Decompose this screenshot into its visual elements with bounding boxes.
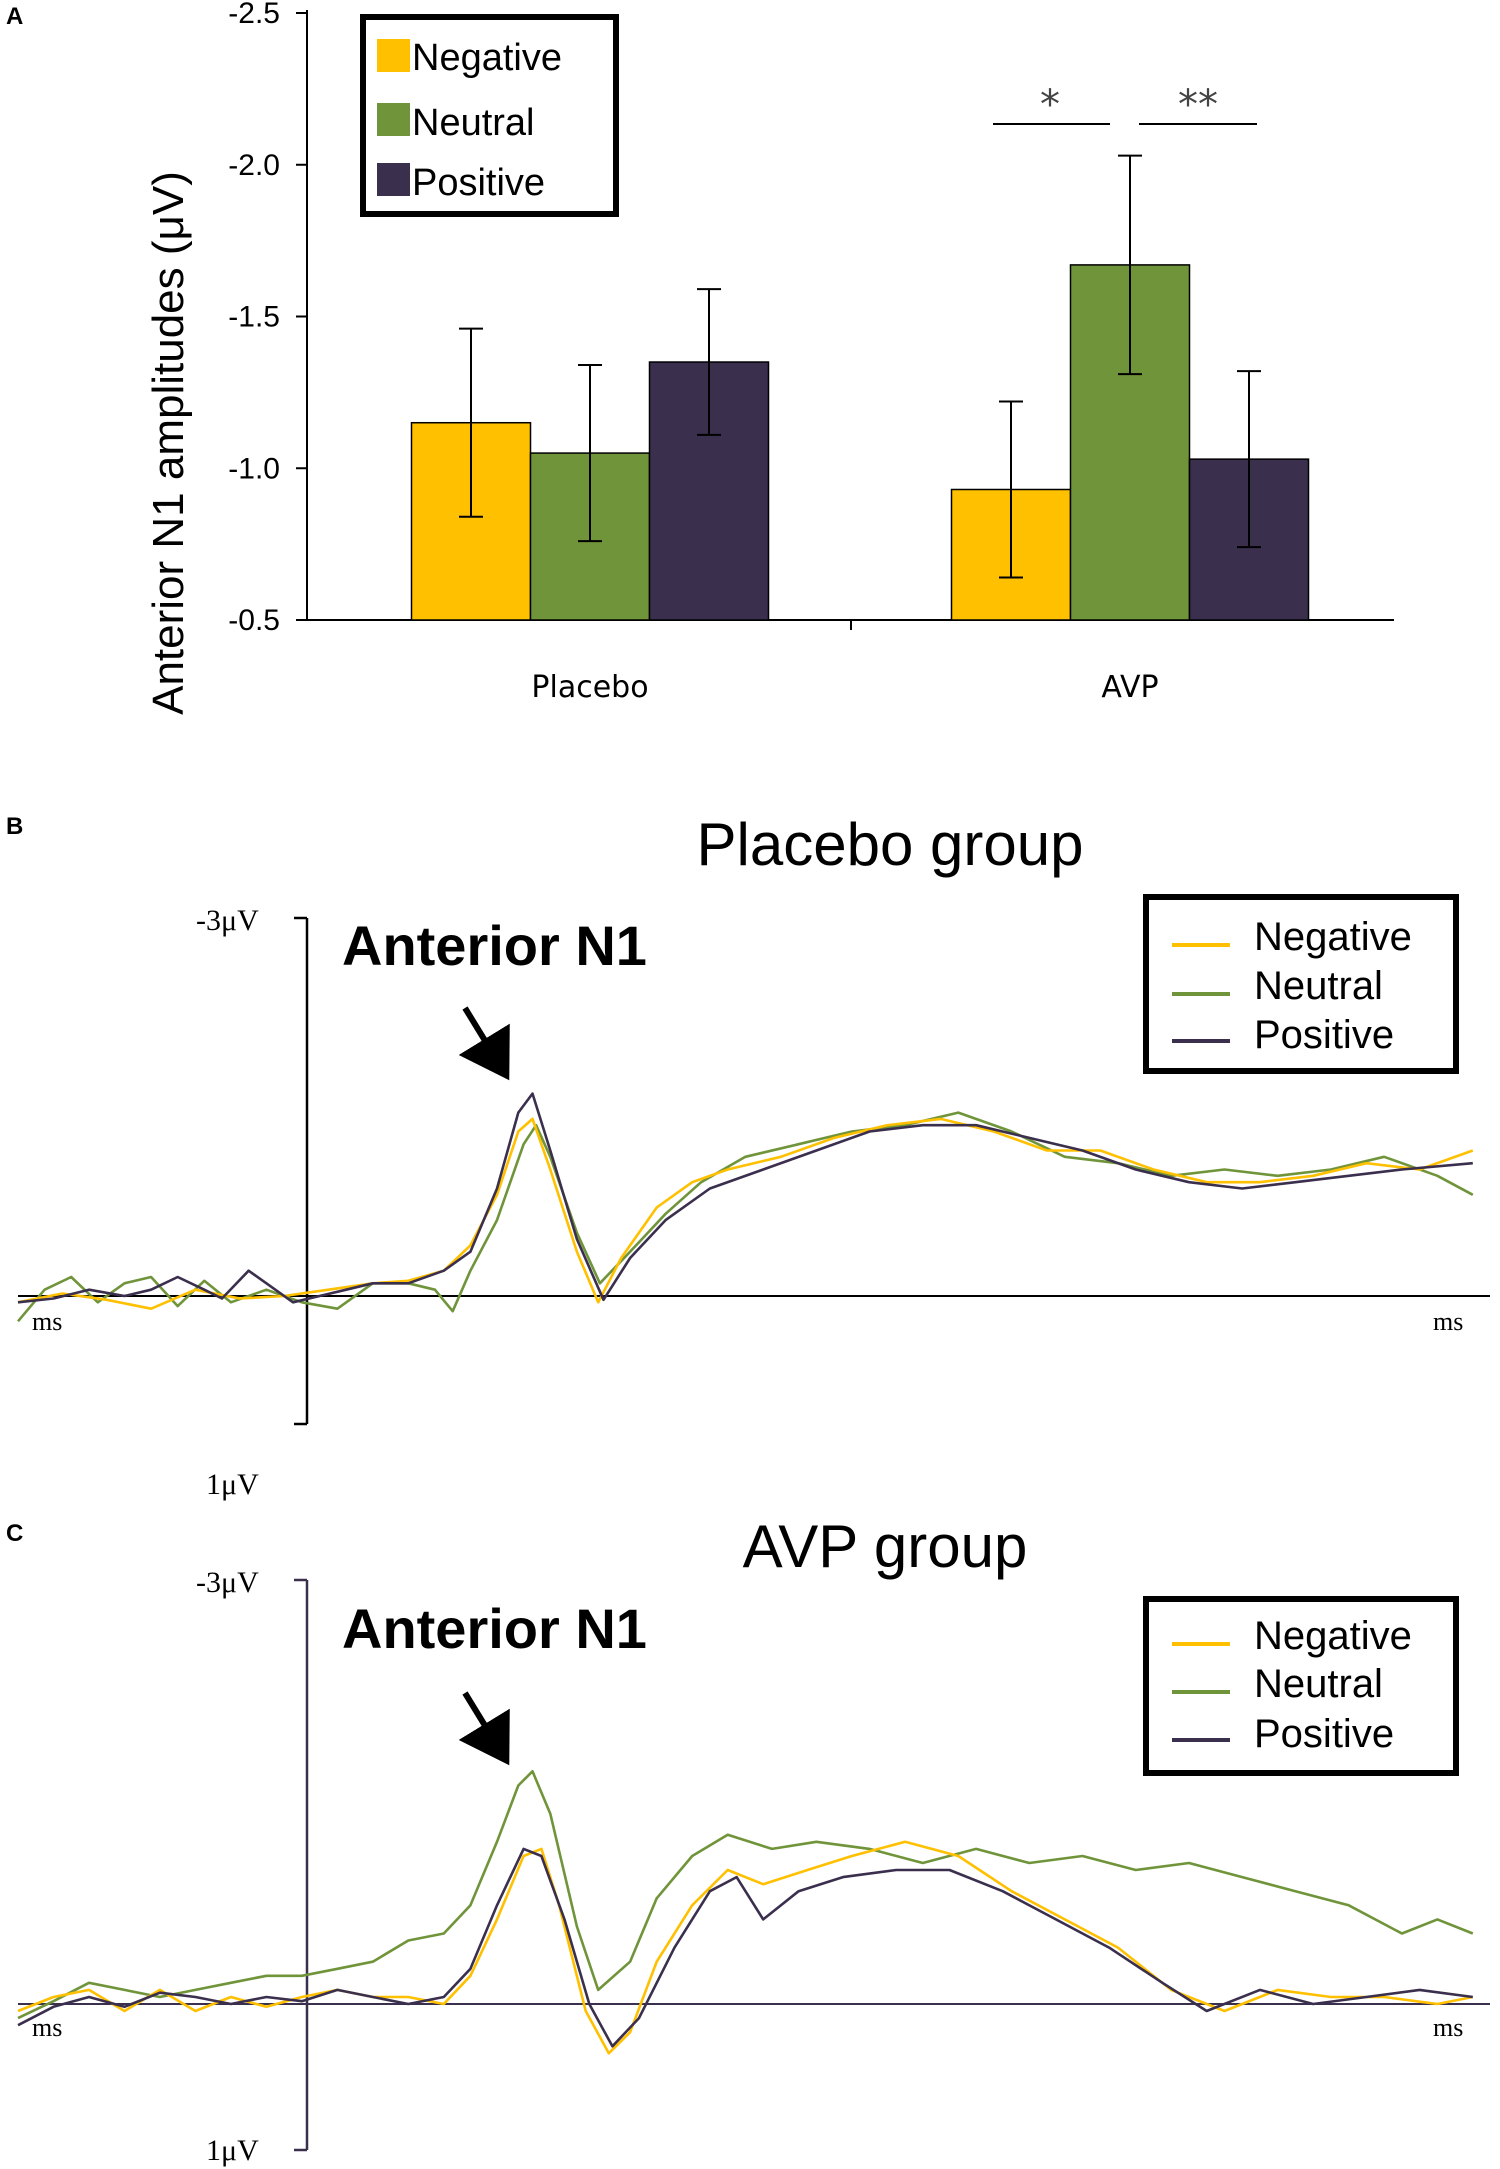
panel-a-significance: * ** <box>993 82 1257 128</box>
series-line-negative <box>17 1117 1474 1310</box>
panel-a-error-bars <box>459 154 1261 579</box>
panel-b-arrow <box>458 1006 510 1081</box>
significance-marker-2: ** <box>1178 82 1218 128</box>
y-tick-label: -1.5 <box>228 301 280 334</box>
panel-c-label: C <box>6 1520 23 1547</box>
panel-b-x-left-label: ms <box>32 1307 62 1336</box>
panel-a-y-label: Anterior N1 amplitudes (μV) <box>144 171 193 715</box>
panel-c-series <box>17 1770 1474 2055</box>
panel-b-y-bottom-label: 1μV <box>206 1468 259 1501</box>
y-tick-label: -1.0 <box>228 452 280 485</box>
panel-b-x-right-label: ms <box>1433 1307 1463 1336</box>
panel-c-arrow <box>458 1691 510 1766</box>
panel-c: C AVP group -3μV 1μV ms ms Anterior N1 N… <box>6 1513 1490 2167</box>
panel-a-y-ticks: -0.5 -1.0 -1.5 -2.0 -2.5 <box>228 0 852 637</box>
series-line-positive <box>17 1092 1473 1304</box>
category-label: Placebo <box>531 670 648 705</box>
legend-swatch-neutral <box>377 103 410 136</box>
panel-b-title: Placebo group <box>697 811 1084 878</box>
series-line-neutral <box>17 1111 1474 1323</box>
panel-c-x-left-label: ms <box>32 2013 62 2042</box>
panel-a-categories: Placebo AVP <box>531 670 1158 705</box>
legend-label-positive: Positive <box>1254 1013 1394 1057</box>
panel-b-legend: Negative Neutral Positive <box>1143 894 1459 1074</box>
legend-label-negative: Negative <box>1254 915 1412 959</box>
series-line-positive <box>17 1847 1473 2048</box>
legend-label-negative: Negative <box>1254 1614 1412 1658</box>
legend-label-neutral: Neutral <box>412 102 535 144</box>
legend-swatch-negative <box>377 39 410 72</box>
panel-a-bars <box>410 264 1310 621</box>
series-line-negative <box>17 1840 1474 2055</box>
y-tick-label: -0.5 <box>228 604 280 637</box>
legend-label-negative: Negative <box>412 37 562 79</box>
legend-label-neutral: Neutral <box>1254 1662 1383 1706</box>
panel-b-series <box>17 1092 1474 1323</box>
legend-swatch-positive <box>377 163 410 196</box>
panel-a-legend: Negative Neutral Positive <box>360 14 619 217</box>
category-label: AVP <box>1101 670 1158 705</box>
panel-c-x-right-label: ms <box>1433 2013 1463 2042</box>
legend-label-positive: Positive <box>1254 1712 1394 1756</box>
panel-a-label: A <box>6 3 23 30</box>
panel-c-legend: Negative Neutral Positive <box>1143 1596 1459 1776</box>
significance-marker-1: * <box>1040 82 1060 128</box>
panel-b: B Placebo group -3μV 1μV ms ms Anterior … <box>6 811 1490 1501</box>
series-line-neutral <box>17 1770 1474 2020</box>
panel-c-annotation: Anterior N1 <box>342 1597 647 1660</box>
panel-a: A -0.5 -1.0 -1.5 -2.0 -2.5 Anterior N1 ampli… <box>6 0 1394 715</box>
y-tick-label: -2.0 <box>228 149 280 182</box>
panel-b-y-top-label: -3μV <box>196 904 259 937</box>
legend-label-positive: Positive <box>412 162 545 204</box>
y-tick-label: -2.5 <box>228 0 280 30</box>
legend-box <box>1143 1596 1459 1776</box>
legend-label-neutral: Neutral <box>1254 964 1383 1008</box>
panel-b-annotation: Anterior N1 <box>342 914 647 977</box>
panel-c-y-bottom-label: 1μV <box>206 2134 259 2167</box>
panel-c-title: AVP group <box>743 1513 1028 1580</box>
panel-c-y-top-label: -3μV <box>196 1566 259 1599</box>
panel-b-label: B <box>6 813 23 840</box>
